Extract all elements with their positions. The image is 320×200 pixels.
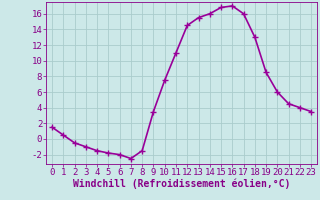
X-axis label: Windchill (Refroidissement éolien,°C): Windchill (Refroidissement éolien,°C)	[73, 179, 290, 189]
